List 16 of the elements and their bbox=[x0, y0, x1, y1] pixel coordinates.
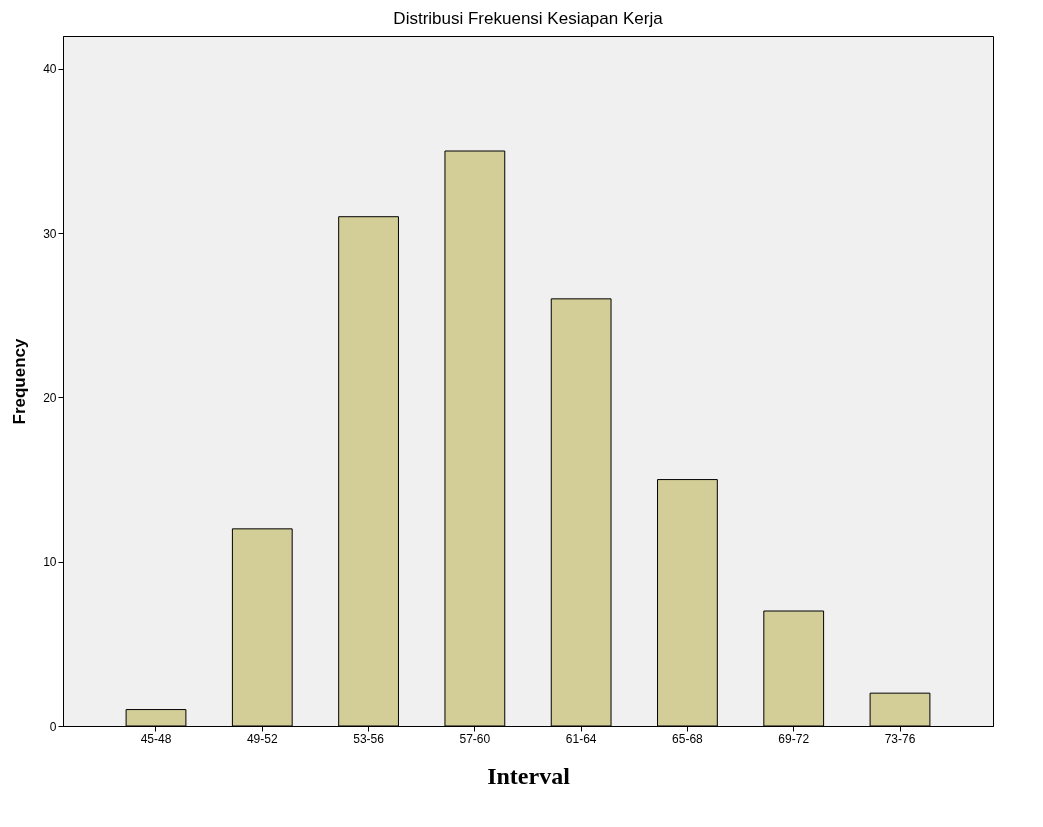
y-tick-label: 30 bbox=[43, 226, 57, 241]
x-tick-label: 57-60 bbox=[459, 731, 491, 746]
x-tick-label: 65-68 bbox=[672, 731, 704, 746]
x-tick-label: 73-76 bbox=[884, 731, 916, 746]
chart-title: Distribusi Frekuensi Kesiapan Kerja bbox=[393, 9, 664, 28]
x-tick-label: 53-56 bbox=[353, 731, 385, 746]
y-axis-title: Frequency bbox=[10, 337, 30, 425]
y-tick-label: 20 bbox=[43, 390, 57, 405]
y-tick-label: 0 bbox=[49, 719, 57, 734]
x-tick-label: 49-52 bbox=[246, 731, 278, 746]
x-tick-label: 61-64 bbox=[565, 731, 597, 746]
x-tick-label: 45-48 bbox=[140, 731, 172, 746]
y-tick-label: 40 bbox=[43, 62, 57, 77]
x-tick-label: 69-72 bbox=[778, 731, 810, 746]
x-axis-title: Interval bbox=[487, 762, 571, 789]
y-tick-label: 10 bbox=[43, 555, 57, 570]
